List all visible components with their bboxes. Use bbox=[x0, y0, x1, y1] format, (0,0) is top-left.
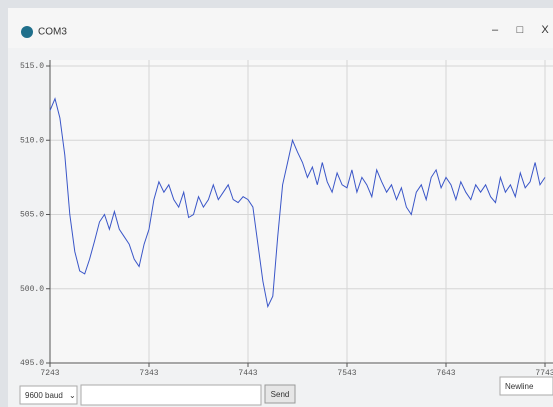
maximize-button[interactable]: □ bbox=[517, 24, 524, 36]
y-tick-label: 495.0 bbox=[20, 359, 44, 368]
window-title: COM3 bbox=[38, 27, 67, 38]
send-label: Send bbox=[271, 390, 290, 399]
y-tick-label: 500.0 bbox=[20, 285, 44, 294]
x-tick-label: 7443 bbox=[238, 369, 257, 378]
app-icon bbox=[21, 26, 33, 38]
minimize-button[interactable]: – bbox=[492, 24, 499, 36]
newline-label: Newline bbox=[505, 382, 534, 391]
x-tick-label: 7343 bbox=[139, 369, 158, 378]
title-bar bbox=[8, 8, 553, 48]
serial-plotter: COM3 – □ X 495.0 500.0 505.0 510.0 515.0 7243… bbox=[0, 0, 553, 407]
baud-label: 9600 baud bbox=[25, 391, 63, 400]
page: COM3 – □ X 495.0 500.0 505.0 510.0 515.0 7243… bbox=[0, 0, 553, 407]
x-tick-label: 7243 bbox=[40, 369, 59, 378]
baud-arrow: ⌄ bbox=[69, 391, 76, 400]
plot-area bbox=[50, 60, 553, 365]
x-tick-label: 7643 bbox=[436, 369, 455, 378]
x-tick-label: 7543 bbox=[337, 369, 356, 378]
y-tick-label: 510.0 bbox=[20, 136, 44, 145]
message-input[interactable] bbox=[81, 385, 261, 405]
close-button[interactable]: X bbox=[541, 24, 549, 36]
y-tick-label: 505.0 bbox=[20, 211, 44, 220]
y-tick-label: 515.0 bbox=[20, 62, 44, 71]
